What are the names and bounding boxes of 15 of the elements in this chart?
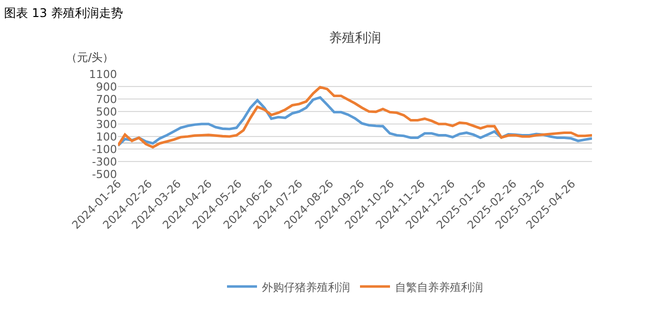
y-tick-label: 900: [96, 80, 117, 94]
y-tick-label: -300: [92, 155, 117, 168]
y-tick-label: 500: [96, 105, 117, 118]
line-series: [118, 86, 592, 148]
y-tick-label: 300: [96, 118, 117, 131]
y-tick-label: -100: [92, 142, 117, 156]
y-tick-label: -500: [92, 168, 117, 181]
chart-title: 图表 13 养殖利润走势: [4, 6, 123, 20]
y-axis-title: （元/头）: [66, 51, 114, 64]
chart-subtitle: 养殖利润: [329, 30, 381, 46]
legend-label: 外购仔猪养殖利润: [262, 280, 350, 294]
y-tick-label: 1100: [89, 68, 117, 81]
y-tick-label: 700: [96, 92, 117, 106]
y-tick-label: 100: [96, 130, 117, 144]
legend-label: 自繁自养养殖利润: [395, 280, 483, 294]
